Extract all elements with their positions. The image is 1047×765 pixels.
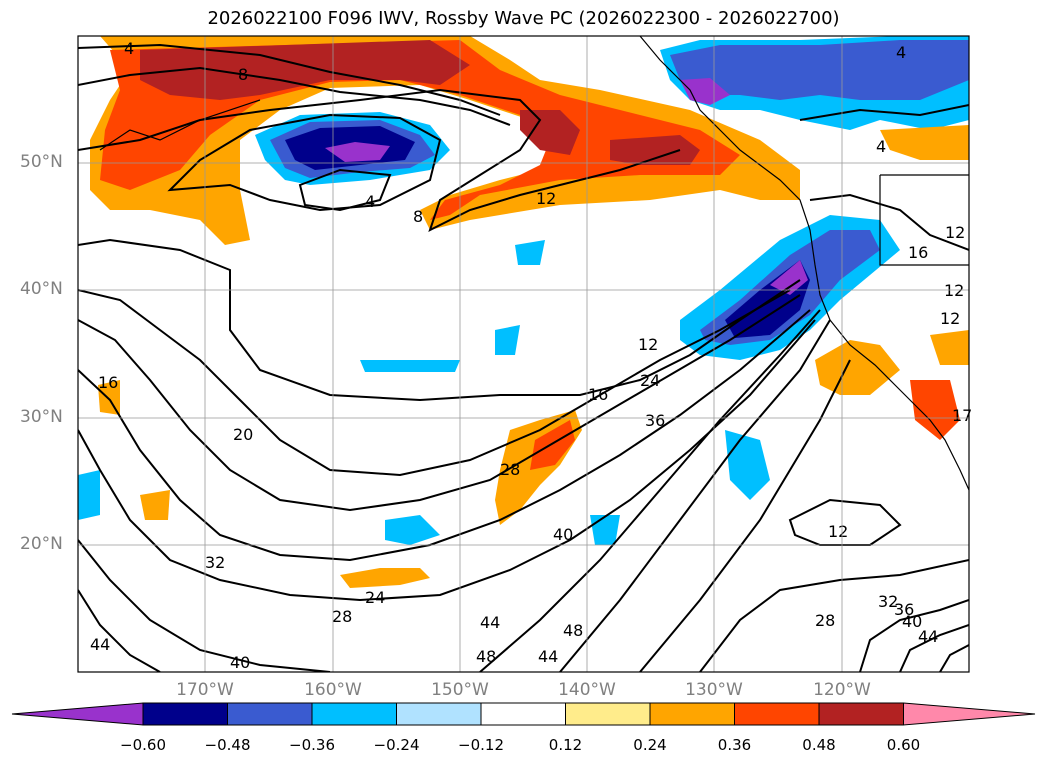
- colorbar-tick-label: 0.24: [633, 736, 667, 754]
- colorbar-segment: [396, 702, 482, 726]
- figure-title: 2026022100 F096 IWV, Rossby Wave PC (202…: [207, 8, 840, 29]
- graticule: [78, 36, 969, 672]
- contour-label: 40: [230, 653, 250, 672]
- contour-label: 32: [878, 592, 898, 611]
- negative-small-1: [385, 515, 440, 545]
- contour-label: 16: [98, 373, 118, 392]
- contour-label: 44: [918, 627, 938, 646]
- contour-label: 8: [238, 65, 248, 84]
- lat-label: 30°N: [20, 407, 63, 427]
- colorbar-segment: [565, 702, 651, 726]
- contour-label: 16: [908, 243, 928, 262]
- negative-anomaly-california-center: [770, 260, 808, 295]
- contour-labels: 4 8 4 8 12 4 16 20 12 16 24 36 28 40 32 …: [90, 39, 972, 672]
- contour-label: 12: [828, 522, 848, 541]
- positive-subtropical-plume-core: [530, 420, 575, 470]
- negative-anomaly-bc-mid: [670, 40, 969, 100]
- strong-positive-gulf: [140, 40, 470, 100]
- iwv-shading: [78, 36, 969, 588]
- contour-label: 12: [944, 281, 964, 300]
- colorbar-arrow-right: [903, 702, 1036, 726]
- coastlines: [99, 36, 969, 491]
- lat-label: 20°N: [20, 534, 63, 554]
- negative-small-5: [515, 240, 545, 265]
- positive-small-1: [340, 568, 430, 588]
- negative-anomaly-bc-core: [680, 78, 730, 105]
- positive-mexico: [815, 340, 900, 395]
- map-frame: [77, 35, 970, 673]
- contour-lines: [78, 43, 969, 672]
- lat-label: 50°N: [20, 152, 63, 172]
- contour-label: 20: [233, 425, 253, 444]
- colorbar-tick-label: 0.12: [548, 736, 583, 754]
- contour-label: 8: [413, 207, 423, 226]
- positive-mexico-3: [930, 330, 969, 365]
- contour-label: 24: [365, 588, 385, 607]
- contour-label: 4: [365, 192, 375, 211]
- colorbar-segment: [734, 702, 820, 726]
- contour-label: 28: [500, 460, 520, 479]
- lon-label: 170°W: [176, 680, 234, 700]
- colorbar-tick-label: 0.48: [802, 736, 836, 754]
- lon-label: 130°W: [685, 680, 743, 700]
- contour-label: 16: [588, 385, 608, 404]
- positive-bc-right: [880, 125, 969, 160]
- colorbar-segment: [818, 702, 904, 726]
- colorbar-tick-label: 0.36: [717, 736, 752, 754]
- colorbar-tick-label: −0.12: [458, 736, 504, 754]
- contour-label: 48: [563, 621, 583, 640]
- negative-anomaly-low-center: [325, 142, 390, 162]
- lon-label: 160°W: [304, 680, 362, 700]
- colorbar-tick-label: −0.36: [289, 736, 335, 754]
- contour-label: 40: [553, 525, 573, 544]
- colorbar: [11, 702, 1036, 726]
- colorbar-segment: [480, 702, 566, 726]
- contour-label: 48: [476, 647, 496, 666]
- negative-small-3: [360, 360, 460, 372]
- colorbar-segment: [649, 702, 735, 726]
- contour-label: 44: [538, 647, 558, 666]
- colorbar-tick-label: −0.24: [373, 736, 420, 754]
- colorbar-segment: [142, 702, 228, 726]
- lat-label: 40°N: [20, 279, 63, 299]
- contour-label: 44: [480, 613, 500, 632]
- contour-label: 12: [945, 223, 965, 242]
- contour-label: 4: [124, 39, 134, 58]
- contour-label: 4: [896, 43, 906, 62]
- strong-positive-gulf-3: [610, 135, 700, 165]
- colorbar-tick-label: 0.60: [886, 736, 921, 754]
- contour-label: 4: [876, 137, 886, 156]
- contour-label: 12: [940, 309, 960, 328]
- positive-small-2: [140, 490, 170, 520]
- contour-label: 36: [894, 600, 914, 619]
- colorbar-segment: [227, 702, 313, 726]
- contour-label: 17: [952, 406, 972, 425]
- lon-label: 150°W: [431, 680, 489, 700]
- contour-label: 12: [638, 335, 658, 354]
- colorbar-arrow-left: [11, 702, 144, 726]
- colorbar-tick-label: −0.60: [120, 736, 166, 754]
- contour-label: 44: [90, 635, 110, 654]
- strong-positive-gulf-2: [520, 110, 580, 155]
- contour-label: 36: [645, 411, 665, 430]
- colorbar-tick-label: −0.48: [204, 736, 251, 754]
- negative-subtropical: [725, 430, 770, 500]
- colorbar-segment: [311, 702, 397, 726]
- contour-label: 32: [205, 553, 225, 572]
- contour-label: 28: [332, 607, 352, 626]
- negative-small-4: [495, 325, 520, 355]
- contour-label: 12: [536, 189, 556, 208]
- contour-label: 24: [640, 371, 660, 390]
- contour-label: 40: [902, 612, 922, 631]
- positive-mexico-2: [910, 380, 960, 440]
- lon-label: 140°W: [558, 680, 616, 700]
- contour-label: 28: [815, 611, 835, 630]
- lon-label: 120°W: [813, 680, 871, 700]
- negative-west-edge: [78, 470, 100, 520]
